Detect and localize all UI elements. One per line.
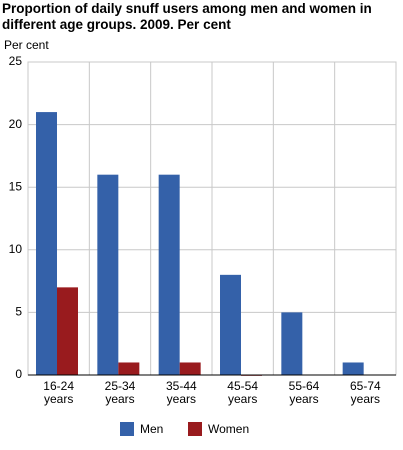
y-axis-label: Per cent	[4, 38, 49, 52]
y-tick-label: 15	[9, 179, 23, 193]
y-tick-label: 0	[15, 367, 22, 381]
x-tick-label: 16-24 years	[43, 379, 74, 406]
bar	[342, 362, 364, 375]
chart-title: Proportion of daily snuff users among me…	[2, 1, 372, 32]
legend-label: Women	[208, 422, 250, 436]
legend-label: Men	[140, 422, 164, 436]
x-tick-label: 55-64 years	[288, 379, 320, 406]
x-tick-label: 25-34 years	[104, 379, 136, 406]
y-tick-label: 20	[9, 117, 23, 131]
bar	[97, 174, 119, 375]
bar	[36, 112, 57, 375]
x-tick-label: 35-44 years	[165, 379, 197, 406]
x-tick-label: 45-54 years	[227, 379, 258, 406]
bar	[158, 174, 180, 375]
y-tick-label: 5	[15, 305, 22, 319]
bar	[179, 362, 201, 375]
legend-swatch	[120, 422, 134, 436]
bar	[281, 312, 303, 375]
bar	[57, 287, 78, 375]
y-tick-label: 25	[9, 54, 23, 68]
bar	[118, 362, 140, 375]
bar	[220, 274, 241, 375]
y-tick-label: 10	[9, 242, 23, 256]
x-tick-label: 65-74 years	[349, 379, 381, 406]
legend-swatch	[188, 422, 202, 436]
